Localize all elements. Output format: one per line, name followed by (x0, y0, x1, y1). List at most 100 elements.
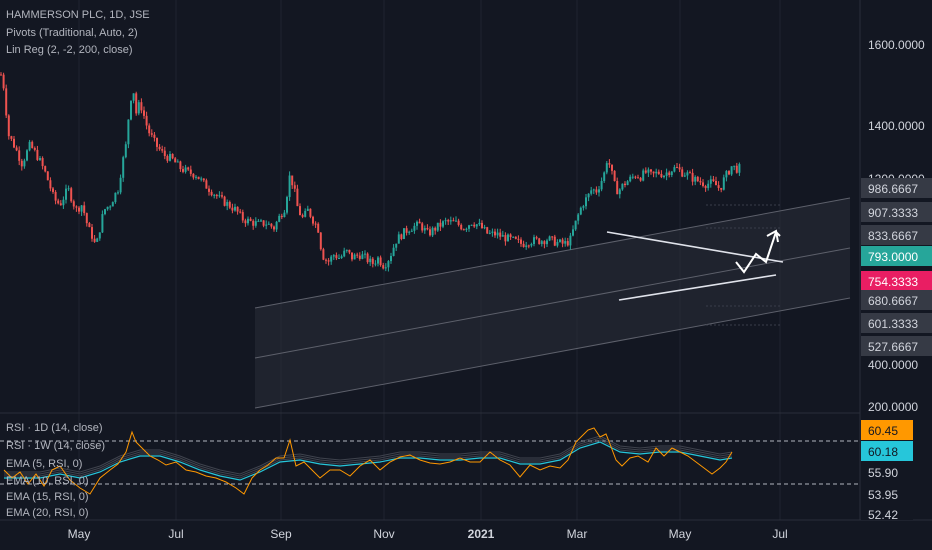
candle-body (683, 175, 686, 177)
rsi-legend-item[interactable]: EMA (15, RSI, 0) (6, 491, 89, 503)
indicator-linreg[interactable]: Lin Reg (2, -2, 200, close) (6, 44, 133, 56)
rsi-legend-item[interactable]: RSI · 1D (14, close) (6, 422, 103, 434)
candle-body (330, 256, 333, 262)
candle-body (678, 167, 681, 170)
candle-body (444, 220, 447, 222)
candle-body (605, 163, 608, 173)
candle-body (197, 176, 200, 180)
candle-body (462, 229, 465, 231)
candle-body (483, 227, 486, 229)
candle-body (286, 197, 288, 213)
candle-body (161, 149, 164, 151)
candle-body (426, 228, 429, 230)
candle-body (15, 147, 18, 151)
x-tick: Sep (270, 527, 292, 541)
candle-body (361, 254, 364, 259)
rsi-tag: 60.45 (861, 420, 913, 440)
candle-body (309, 208, 312, 217)
candle-body (88, 223, 91, 228)
candle-body (722, 177, 725, 190)
candle-body (283, 212, 286, 218)
candle-body (670, 171, 673, 176)
candle-body (0, 74, 2, 76)
candle-body (59, 203, 62, 206)
rsi-legend-item[interactable]: RSI · 1W (14, close) (6, 440, 105, 452)
candle-body (694, 176, 697, 182)
candle-body (449, 220, 452, 222)
candle-body (470, 224, 473, 226)
candle-body (629, 176, 632, 182)
candle-body (457, 220, 460, 225)
candle-body (442, 221, 444, 227)
candle-body (377, 257, 379, 264)
price-tag: 680.6667 (861, 290, 932, 310)
candle-body (735, 165, 738, 173)
candle-body (486, 227, 489, 234)
y-tick: 400.0000 (868, 358, 918, 372)
candle-body (660, 173, 663, 178)
y-tick: 200.0000 (868, 400, 918, 414)
candle-body (634, 176, 637, 178)
candle-body (387, 261, 390, 268)
indicator-pivots[interactable]: Pivots (Traditional, Auto, 2) (6, 27, 138, 39)
candle-body (481, 222, 483, 229)
candle-body (668, 172, 671, 176)
candle-body (540, 241, 543, 244)
candle-body (36, 149, 39, 160)
candle-body (488, 232, 491, 234)
rsi-legend-item[interactable]: EMA (20, RSI, 0) (6, 507, 89, 519)
price-tag-red: 754.3333 (861, 271, 932, 291)
channel-mid-line (254, 247, 851, 359)
candle-body (421, 223, 424, 231)
candle-body (522, 243, 525, 247)
candle-body (72, 201, 75, 207)
candle-body (733, 165, 736, 167)
candle-body (39, 158, 41, 160)
x-tick: May (669, 527, 692, 541)
price-tag-label: 986.6667 (868, 182, 918, 196)
candle-body (527, 245, 530, 247)
candle-body (200, 178, 203, 180)
candle-body (686, 172, 689, 176)
candle-body (91, 227, 93, 239)
candle-body (431, 227, 434, 236)
candle-body (374, 263, 377, 265)
candle-body (317, 223, 320, 233)
candle-body (725, 171, 728, 178)
candle-body (257, 220, 260, 222)
price-tag: 833.6667 (861, 225, 932, 245)
candle-body (681, 169, 684, 177)
candle-body (252, 220, 255, 226)
candle-body (525, 245, 528, 247)
candle-body (340, 256, 343, 258)
x-tick: Jul (168, 527, 183, 541)
rsi-tag-label: 60.18 (868, 445, 898, 459)
candle-body (208, 188, 210, 192)
candle-body (205, 180, 208, 189)
candle-body (335, 255, 338, 259)
candle-body (148, 125, 151, 134)
candle-body (239, 211, 242, 213)
channel-lower-line (254, 297, 851, 409)
candle-body (712, 179, 715, 181)
chart-title[interactable]: HAMMERSON PLC, 1D, JSE (6, 9, 150, 21)
rsi-legend-item[interactable]: EMA (10, RSI, 0) (6, 475, 89, 487)
candle-body (332, 255, 335, 257)
candle-body (119, 177, 122, 193)
rsi-legend-item[interactable]: EMA (5, RSI, 0) (6, 458, 82, 470)
candle-body (127, 119, 130, 145)
candle-body (122, 157, 125, 178)
candle-body (621, 183, 624, 190)
candle-body (499, 232, 502, 237)
candle-body (582, 206, 585, 208)
candle-body (291, 175, 294, 186)
candle-body (293, 185, 296, 189)
ema-ribbon-line (4, 435, 733, 475)
candle-body (608, 163, 611, 165)
candle-body (150, 133, 153, 135)
candle-body (512, 236, 515, 238)
candle-body (543, 241, 546, 245)
candle-body (44, 166, 47, 172)
candle-body (104, 209, 106, 215)
